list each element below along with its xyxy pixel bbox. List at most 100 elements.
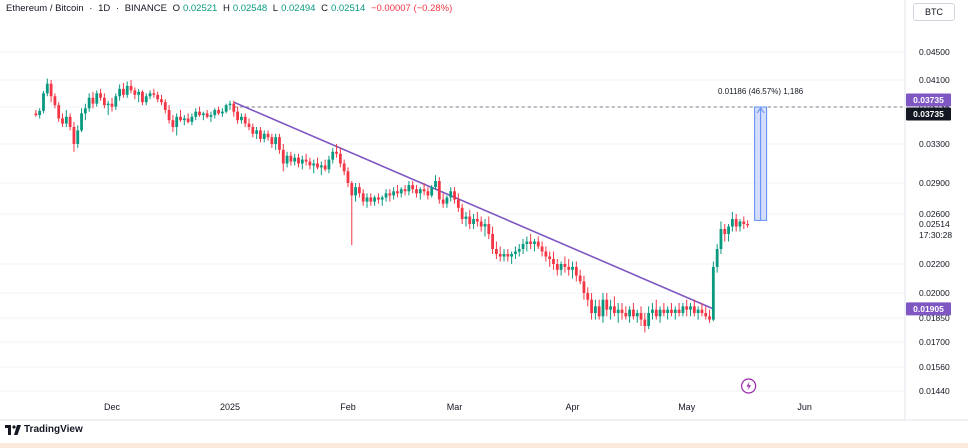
candle-body (262, 133, 266, 139)
candle-body (605, 299, 609, 310)
candle-body (228, 103, 232, 106)
candle-body (388, 193, 392, 196)
candle (727, 224, 730, 242)
candle (677, 303, 681, 317)
candle (456, 193, 460, 212)
candle-body (175, 116, 179, 127)
candle (422, 183, 426, 196)
candle (734, 214, 738, 232)
price-axis[interactable]: 0.04500 0.04100 0.03735 0.03300 0.02900 0.026… (919, 47, 952, 396)
candle (49, 80, 53, 103)
tradingview-logo[interactable]: TradingView (5, 424, 83, 435)
candle-body (243, 116, 247, 124)
candle-body (213, 109, 217, 116)
candle-body (727, 226, 730, 234)
candle-body (517, 249, 521, 252)
candle (224, 103, 228, 114)
candle-body (704, 313, 708, 317)
candle (160, 94, 163, 106)
candle (559, 261, 563, 276)
candle-body (323, 165, 327, 170)
candle-body (396, 191, 399, 194)
interval[interactable]: 1D (98, 3, 111, 14)
candle-body (506, 254, 510, 257)
candle-body (346, 171, 350, 183)
candle-body (304, 159, 308, 162)
candle (449, 187, 453, 202)
candle-body (38, 110, 42, 116)
candle-body (270, 137, 274, 144)
candle-body (612, 306, 616, 313)
candle (590, 293, 593, 320)
candle-body (418, 189, 422, 194)
lightning-icon[interactable] (741, 378, 757, 394)
candle (156, 91, 160, 103)
candle (91, 91, 95, 109)
candle (354, 183, 357, 202)
candle (125, 81, 129, 98)
candle-body (220, 111, 224, 114)
candle (266, 130, 270, 141)
candle-body (194, 111, 198, 117)
candle-body (430, 187, 434, 196)
measure-tool[interactable]: 0.01186 (46.57%) 1,186 (718, 87, 804, 394)
ohlc-open-label: O (172, 3, 180, 14)
candle-body (639, 313, 643, 320)
candle (567, 259, 571, 276)
candle-body (563, 264, 567, 267)
candle (38, 108, 42, 119)
candle (426, 187, 430, 200)
candle-body (137, 91, 141, 95)
candle (696, 306, 700, 320)
symbol-header[interactable]: Ethereum / Bitcoin · 1D · BINANCE O 0.025… (6, 3, 455, 14)
candle-body (289, 155, 293, 162)
candle (308, 157, 312, 170)
candle (297, 153, 300, 168)
candle (209, 111, 213, 122)
candle (624, 306, 628, 320)
candle-body (597, 306, 601, 317)
price-tick-label: 0.03735 (919, 102, 950, 112)
candle-body (247, 123, 251, 127)
candle-body (114, 96, 118, 107)
time-axis[interactable]: Dec 2025 Feb Mar Apr May Jun (104, 402, 812, 412)
candle-body (354, 187, 357, 196)
candle-body (281, 149, 285, 164)
candle (586, 287, 590, 307)
candle-body (186, 118, 190, 122)
symbol-name[interactable]: Ethereum / Bitcoin (6, 3, 84, 14)
candle (384, 189, 388, 202)
candle-body (734, 219, 738, 227)
candle (240, 113, 243, 124)
candle (689, 303, 692, 317)
candle-body (80, 113, 83, 131)
candle-body (274, 137, 278, 144)
candle (491, 226, 494, 254)
candle (190, 113, 194, 126)
candle-body (582, 281, 586, 293)
candle-body (95, 93, 99, 104)
price-tick-label: 0.02600 (919, 209, 950, 219)
currency-button[interactable]: BTC (913, 3, 955, 21)
candle (609, 299, 612, 320)
ohlc-change: −0.00007 (−0.28%) (370, 3, 453, 14)
candle (730, 211, 734, 232)
candle (102, 93, 106, 109)
candle (533, 239, 536, 252)
candle-body (83, 108, 87, 114)
candle-body (232, 103, 236, 112)
candle (662, 303, 666, 317)
candle (487, 216, 491, 239)
candle (87, 93, 91, 112)
candle-body (654, 309, 658, 317)
price-tick-label: 0.04500 (919, 47, 950, 57)
candle-body (434, 181, 437, 188)
candle-body (514, 251, 517, 254)
candle-body (483, 224, 487, 227)
candle-body (68, 116, 72, 127)
candle-body (681, 306, 685, 313)
candle (616, 303, 620, 323)
candle-body (590, 299, 593, 313)
candle (346, 167, 350, 188)
